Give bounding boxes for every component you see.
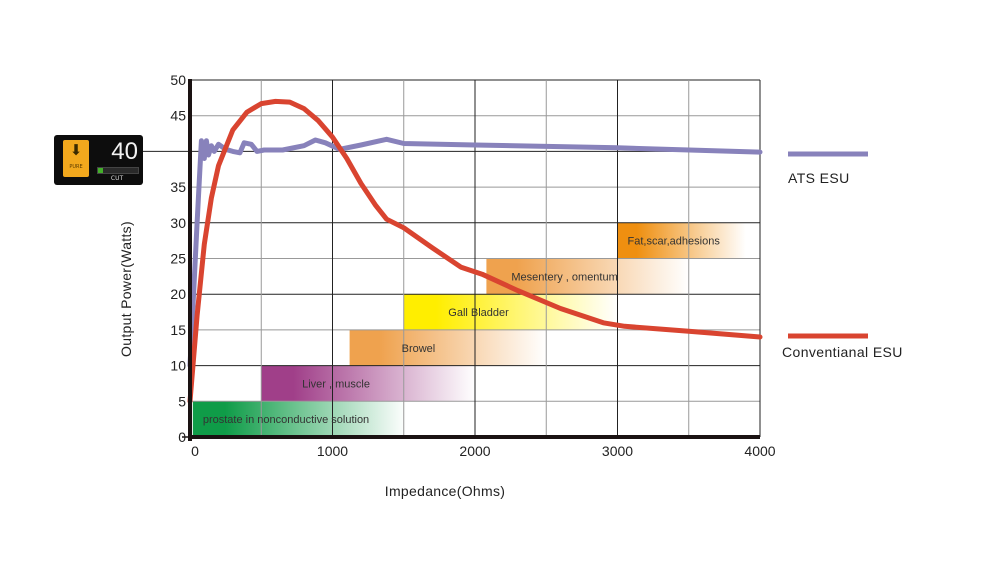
x-tick-label-3000: 3000 <box>602 443 633 459</box>
y-tick-label-25: 25 <box>170 251 186 267</box>
y-tick-label-5: 5 <box>178 393 186 409</box>
band-gall-bladder <box>403 294 618 330</box>
pure-mode-button[interactable]: ⬇ PURE <box>63 140 89 177</box>
band-label-mesentery-omentum: Mesentery , omentum <box>511 271 617 283</box>
legend-label-ats-esu: ATS ESU <box>788 170 850 186</box>
x-tick-label-1000: 1000 <box>317 443 348 459</box>
tick-labels: 0 5 10 15 20 25 30 35 45 50 0 1000 2000 3000 4000 <box>170 72 775 459</box>
y-axis-title: Output Power(Watts) <box>118 221 134 357</box>
axes <box>182 79 760 441</box>
cut-mode-label: CUT <box>110 175 124 182</box>
x-axis-title: Impedance(Ohms) <box>385 483 505 499</box>
band-liver-muscle <box>261 365 475 402</box>
y-tick-label-15: 15 <box>170 322 186 338</box>
pure-mode-label: PURE <box>69 164 83 170</box>
power-level-fill <box>98 168 103 173</box>
legend-label-conventional-esu: Conventianal ESU <box>782 344 903 360</box>
series-line-ats-esu <box>187 136 763 369</box>
band-labels: prostate in nonconductive solution Liver … <box>203 236 720 427</box>
tissue-bands <box>192 222 746 437</box>
y-tick-label-30: 30 <box>170 215 186 231</box>
y-tick-label-35: 35 <box>170 179 186 195</box>
band-label-browel: Browel <box>402 343 436 355</box>
band-prostate-in-nonconductive-solution <box>192 401 407 437</box>
legend: ATS ESU Conventianal ESU <box>782 151 903 360</box>
device-power-display: ⬇ PURE 40 CUT <box>54 135 143 185</box>
power-value: 40 <box>111 138 138 165</box>
x-tick-label-0: 0 <box>191 443 199 459</box>
y-tick-label-0: 0 <box>178 429 186 445</box>
x-tick-label-4000: 4000 <box>744 443 775 459</box>
y-tick-label-50: 50 <box>170 72 186 88</box>
band-fat-scar-adhesions <box>617 222 746 259</box>
series-layer <box>187 98 763 404</box>
down-arrow-icon: ⬇ <box>69 141 83 159</box>
band-label-liver-muscle: Liver , muscle <box>302 378 370 390</box>
band-browel <box>349 329 547 366</box>
y-tick-label-45: 45 <box>170 108 186 124</box>
y-tick-label-10: 10 <box>170 358 186 374</box>
x-tick-label-2000: 2000 <box>459 443 490 459</box>
series-line-conventianal-esu <box>187 98 763 404</box>
band-label-prostate-in-nonconductive-solution: prostate in nonconductive solution <box>203 414 369 426</box>
band-label-gall-bladder: Gall Bladder <box>448 307 509 319</box>
power-level-bar <box>97 167 139 174</box>
grid <box>190 79 761 437</box>
band-label-fat-scar-adhesions: Fat,scar,adhesions <box>628 236 721 248</box>
band-mesentery-omentum <box>486 258 689 295</box>
y-tick-label-20: 20 <box>170 286 186 302</box>
